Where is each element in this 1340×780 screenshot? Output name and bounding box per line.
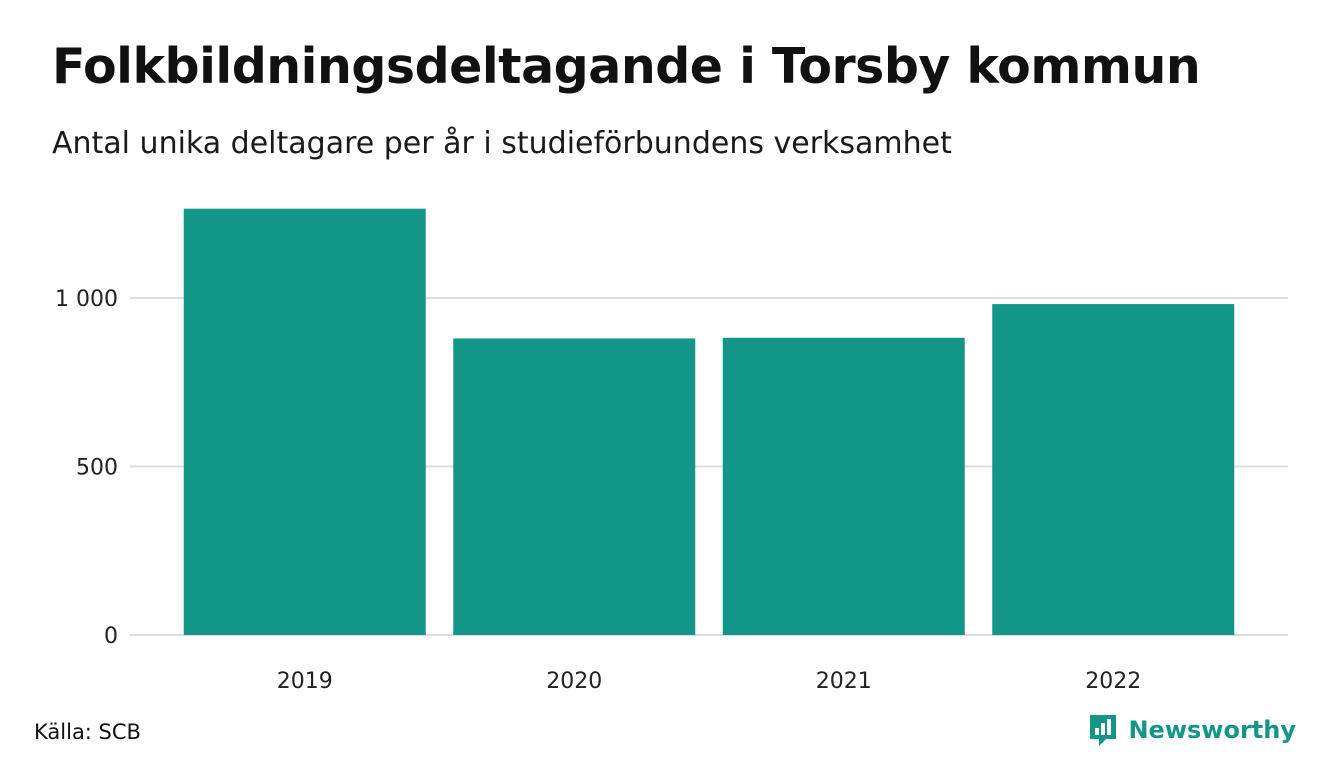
source-note: Källa: SCB [34, 720, 141, 744]
y-tick-label: 0 [104, 624, 118, 649]
brand[interactable]: Newsworthy [1088, 713, 1296, 747]
x-tick-label: 2020 [546, 669, 602, 694]
bar-2021 [722, 337, 965, 635]
bars [183, 208, 1235, 635]
brand-name: Newsworthy [1128, 716, 1296, 744]
x-tick-label: 2021 [816, 669, 872, 694]
bar-2020 [453, 338, 696, 635]
y-tick-labels: 0 500 1 000 [55, 287, 118, 649]
x-tick-label: 2022 [1085, 669, 1141, 694]
chart-subtitle: Antal unika deltagare per år i studieför… [52, 126, 952, 161]
bar-chart-speech-bubble-icon [1090, 715, 1117, 746]
y-tick-label: 500 [76, 456, 118, 481]
bar-2022 [992, 304, 1235, 635]
y-tick-label: 1 000 [55, 287, 118, 312]
bar-2019 [183, 208, 426, 635]
chart-title: Folkbildningsdeltagande i Torsby kommun [52, 38, 1201, 95]
x-tick-labels: 2019 2020 2021 2022 [277, 669, 1142, 694]
x-tick-label: 2019 [277, 669, 333, 694]
